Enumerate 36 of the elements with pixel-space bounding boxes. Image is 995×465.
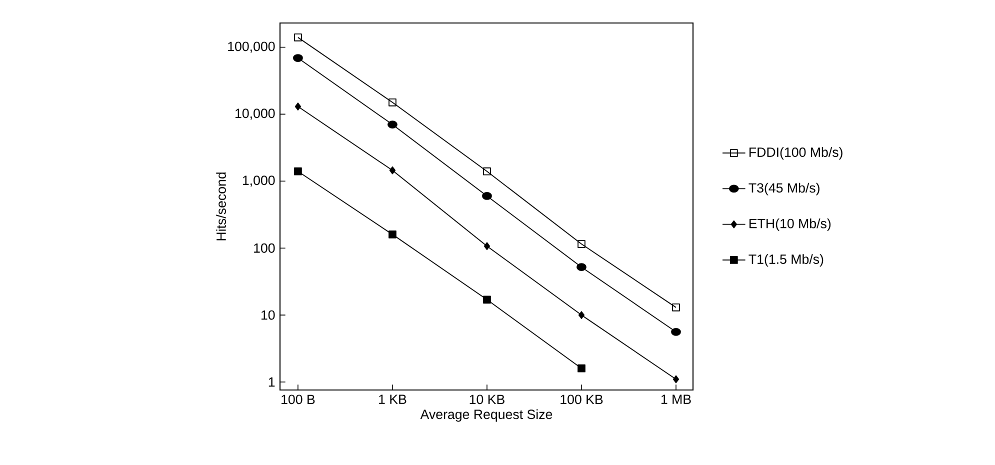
x-tick-label: 100 B: [282, 394, 315, 404]
x-tick-label: 1 KB: [379, 394, 406, 404]
legend-label: ETH(10 Mb/s): [750, 218, 831, 231]
y-tick-label: 100: [254, 243, 275, 253]
point: [483, 296, 491, 304]
legend-label: T3(45 Mb/s): [748, 182, 820, 196]
y-axis-title: Hits/second: [216, 172, 226, 240]
point: [292, 54, 303, 62]
point: [483, 167, 491, 176]
y-tick-label: 10,000: [236, 108, 275, 120]
point: [388, 98, 396, 106]
point: [578, 364, 586, 372]
point: [672, 375, 680, 384]
x-axis-title: Average Request Size: [420, 409, 552, 422]
point: [389, 166, 396, 174]
y-tick-label: 1: [268, 377, 275, 387]
x-tick-label: 1 MB: [661, 394, 691, 404]
y-tick-label: 100,000: [228, 42, 275, 53]
point: [671, 328, 681, 336]
point: [294, 102, 302, 110]
point: [387, 120, 398, 128]
legend-label: T1(1.5 Mb/s): [748, 254, 824, 267]
point: [578, 311, 585, 319]
point: [576, 263, 586, 272]
point: [294, 167, 302, 176]
x-tick-label: 100 KB: [560, 394, 603, 404]
point: [388, 230, 396, 238]
point: [578, 240, 586, 248]
y-tick-label: 10: [261, 310, 275, 320]
point: [294, 33, 302, 42]
legend-label: FDDI(100 Mb/s): [750, 147, 842, 160]
x-tick-label: 10 KB: [470, 394, 504, 404]
y-tick-label: 1,000: [242, 176, 275, 187]
point: [484, 242, 490, 250]
point: [482, 192, 492, 200]
point: [672, 303, 680, 312]
